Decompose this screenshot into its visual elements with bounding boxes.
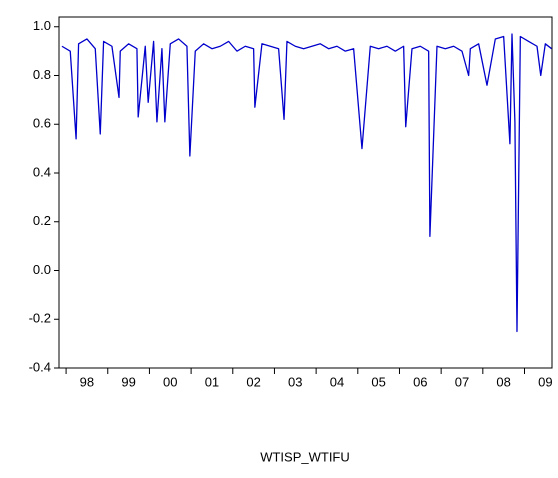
y-tick-label: -0.2 [29, 311, 51, 326]
y-tick-label: 0.8 [33, 67, 51, 82]
x-tick-label: 06 [413, 374, 427, 389]
x-tick-label: 05 [371, 374, 385, 389]
x-tick-label: 04 [330, 374, 344, 389]
y-tick-label: 0.0 [33, 262, 51, 277]
x-tick-label: 08 [496, 374, 510, 389]
plot-frame [58, 16, 553, 369]
y-tick-label: 1.0 [33, 18, 51, 33]
x-tick-label: 02 [246, 374, 260, 389]
x-tick-label: 09 [538, 374, 552, 389]
y-tick-label: 0.2 [33, 213, 51, 228]
y-tick-label: 0.6 [33, 116, 51, 131]
x-tick-label: 03 [288, 374, 302, 389]
x-tick-label: 00 [163, 374, 177, 389]
x-tick-label: 98 [80, 374, 94, 389]
x-axis-label: WTISP_WTIFU [260, 449, 350, 464]
x-tick-label: 01 [205, 374, 219, 389]
y-tick-label: -0.4 [29, 359, 51, 374]
data-line [61, 33, 552, 333]
x-tick-label: 99 [121, 374, 135, 389]
y-tick-label: 0.4 [33, 164, 51, 179]
x-tick-label: 07 [455, 374, 469, 389]
